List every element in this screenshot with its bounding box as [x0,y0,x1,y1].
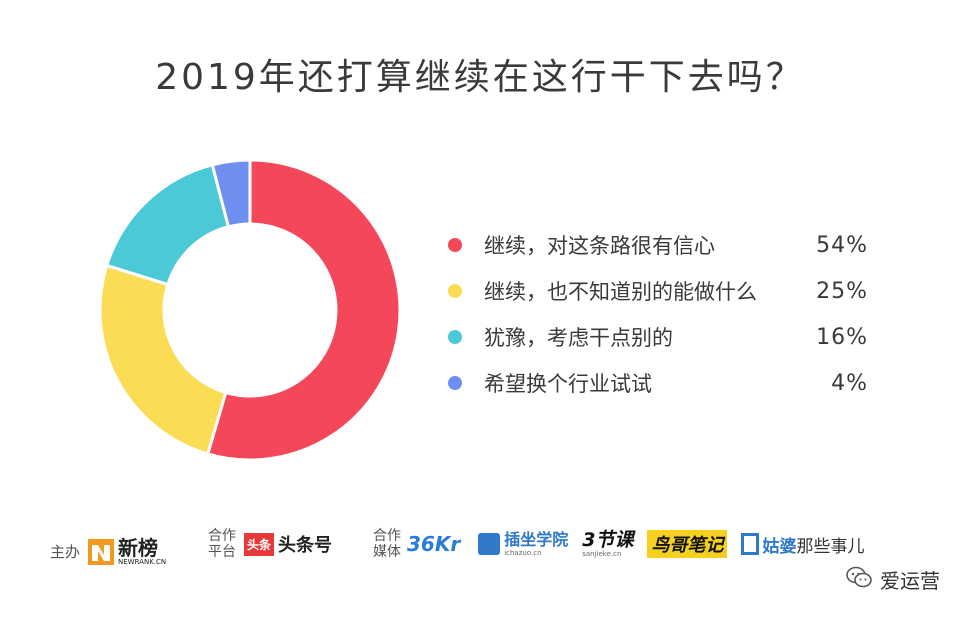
legend-label: 希望换个行业试试 [484,372,652,396]
donut-slice [210,158,252,229]
legend-item: 继续，也不知道别的能做什么 25% [448,268,868,314]
chart-legend: 继续，对这条路很有信心 54% 继续，也不知道别的能做什么 25% 犹豫，考虑干… [448,222,868,406]
gupo-logo-suffix: 那些事儿 [796,536,865,557]
data-label: 4% [831,370,868,396]
newrank-logo-icon [88,539,115,565]
legend-swatch [448,284,462,298]
donut-slice [205,158,402,462]
sponsor-footer: 主办 新榜 NEWRANK.CN 合作 平台 头条 头条号 合作 媒体 36Kr… [0,520,960,620]
legend-item: 希望换个行业试试 4% [448,360,868,406]
media-partners: 合作 媒体 36Kr 插坐学院 ichazuo.cn 3节课 sanjieke.… [373,528,864,560]
host-sponsor: 主办 新榜 NEWRANK.CN [50,538,166,566]
donut-chart [98,158,402,462]
legend-swatch [448,376,462,390]
data-label: 25% [816,278,868,304]
legend-label: 继续，也不知道别的能做什么 [484,280,757,304]
sanjieke-logo-sub: sanjieke.cn [582,550,622,558]
data-label: 54% [816,232,868,258]
platform-label: 合作 平台 [208,528,236,560]
newrank-logo-text: 新榜 [118,536,159,560]
legend-swatch [448,330,462,344]
media-label-2: 媒体 [373,544,401,560]
platform-label-1: 合作 [208,528,236,544]
chazuo-logo-icon [478,533,501,555]
wechat-account-name: 爱运营 [880,569,940,593]
data-label: 16% [816,324,868,350]
36kr-logo: 36Kr [407,532,461,556]
legend-swatch [448,238,462,252]
platform-partner: 合作 平台 头条 头条号 [208,528,332,560]
toutiao-badge: 头条 [244,532,275,556]
donut-slice [98,263,228,456]
gupo-logo-text: 姑婆 [762,536,797,557]
niaoge-logo: 鸟哥笔记 [647,530,728,558]
newrank-logo-sub: NEWRANK.CN [118,558,167,566]
host-label: 主办 [50,543,81,561]
donut-slice [104,162,231,287]
chazuo-logo-sub: ichazuo.cn [504,549,542,557]
media-label: 合作 媒体 [373,528,401,560]
wechat-icon [846,566,872,593]
newrank-logo: 新榜 NEWRANK.CN [118,538,166,566]
legend-label: 继续，对这条路很有信心 [484,234,715,258]
sanjieke-logo: 3节课 sanjieke.cn [582,530,633,558]
toutiao-logo-text: 头条号 [278,535,333,556]
gupo-logo-icon [741,533,760,555]
wechat-watermark: 爱运营 [846,565,940,594]
sanjieke-logo-text: 3节课 [582,529,634,551]
chazuo-logo: 插坐学院 ichazuo.cn [504,530,569,558]
chart-title: 2019年还打算继续在这行干下去吗？ [155,57,805,98]
chazuo-logo-text: 插坐学院 [504,530,569,549]
legend-label: 犹豫，考虑干点别的 [484,326,673,350]
legend-item: 继续，对这条路很有信心 54% [448,222,868,268]
media-label-1: 合作 [373,528,401,544]
platform-label-2: 平台 [208,544,236,560]
legend-item: 犹豫，考虑干点别的 16% [448,314,868,360]
